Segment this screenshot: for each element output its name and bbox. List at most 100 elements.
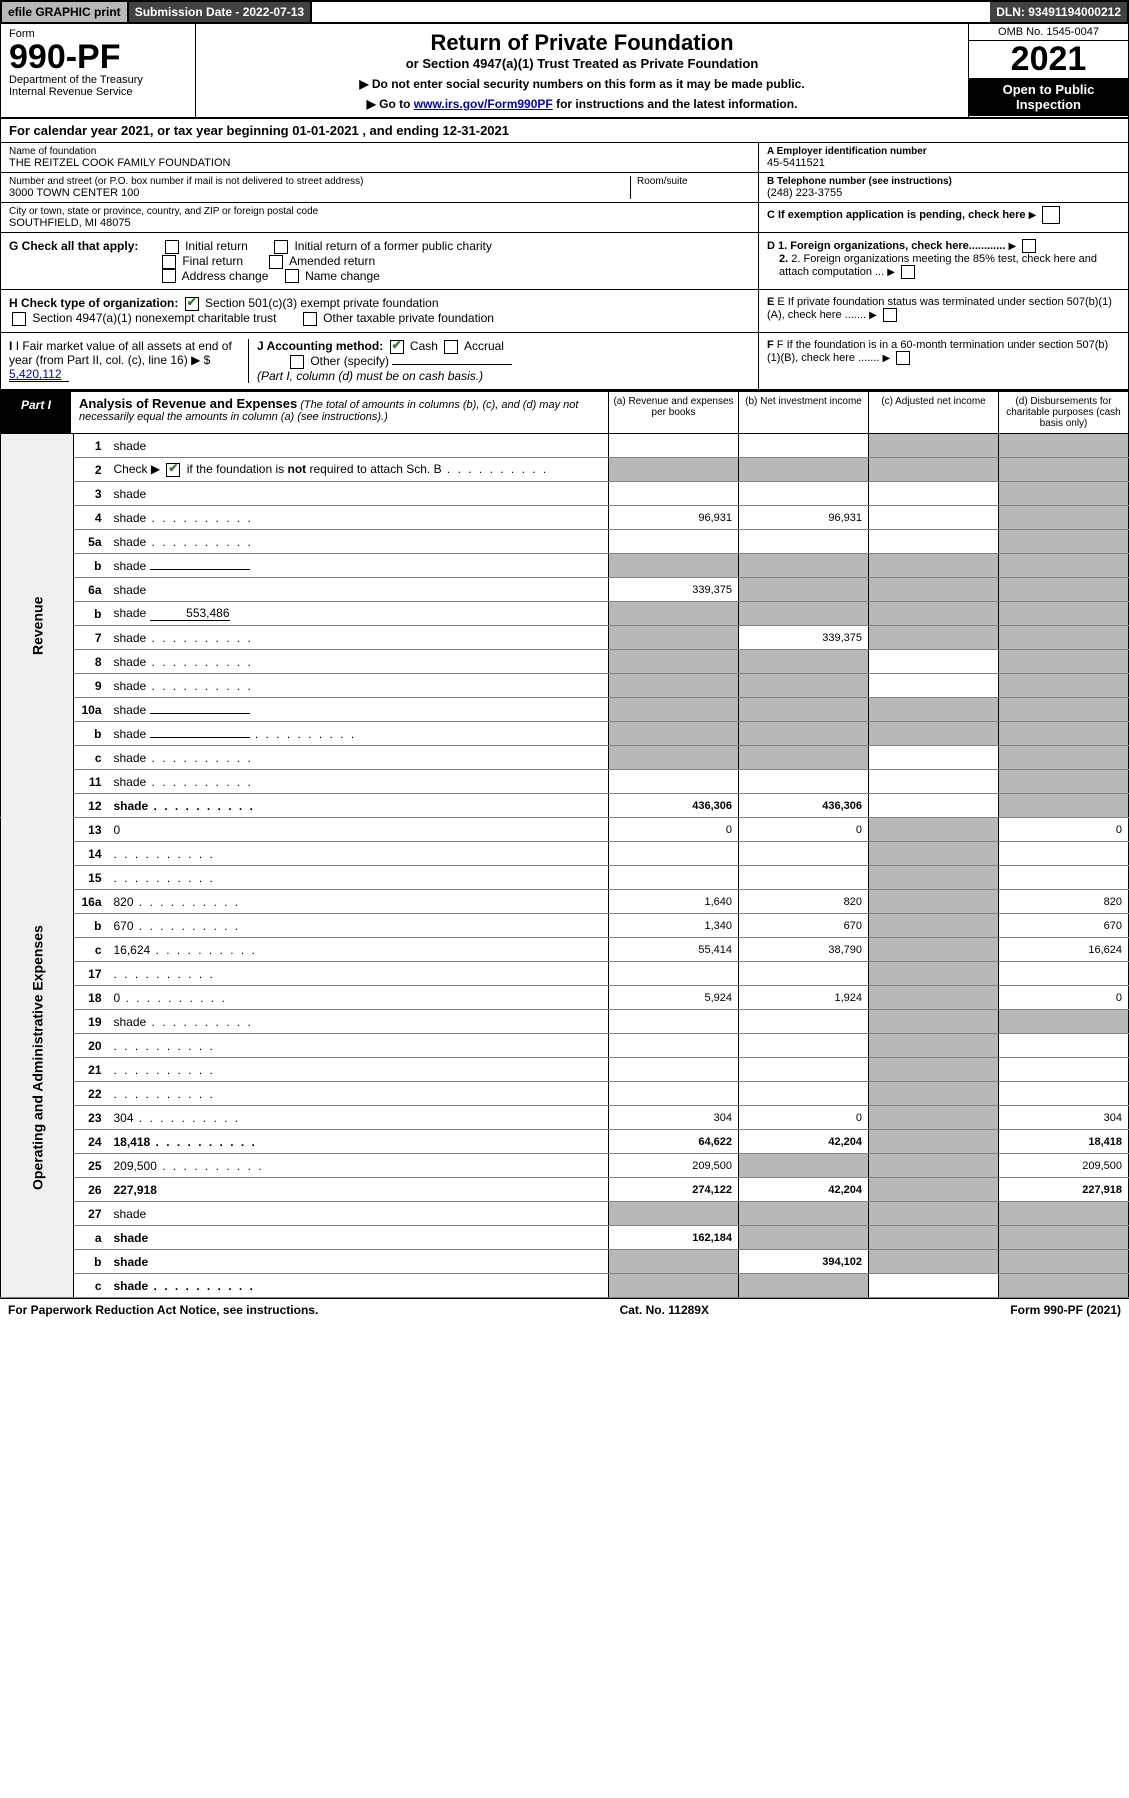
column-headers: (a) Revenue and expenses per books (b) N… bbox=[608, 392, 1128, 433]
amount-cell bbox=[999, 1034, 1129, 1058]
line-description: 16,624 bbox=[110, 938, 609, 962]
amount-cell: 274,122 bbox=[609, 1178, 739, 1202]
d2-checkbox[interactable] bbox=[901, 265, 915, 279]
e-label: E If private foundation status was termi… bbox=[767, 296, 1112, 321]
line-description: shade bbox=[110, 722, 609, 746]
section-g-d: G Check all that apply: Initial return I… bbox=[0, 233, 1129, 290]
amount-cell bbox=[609, 458, 739, 482]
amount-cell bbox=[869, 1178, 999, 1202]
amount-cell bbox=[739, 842, 869, 866]
amount-cell: 64,622 bbox=[609, 1130, 739, 1154]
arrow-icon bbox=[869, 309, 877, 321]
amount-cell bbox=[609, 650, 739, 674]
j-cash-checkbox[interactable] bbox=[390, 340, 404, 354]
amount-cell bbox=[609, 1202, 739, 1226]
f-checkbox[interactable] bbox=[896, 351, 910, 365]
line-description: 670 bbox=[110, 914, 609, 938]
table-row: 8shade bbox=[1, 650, 1129, 674]
amount-cell bbox=[739, 1034, 869, 1058]
footer-right: Form 990-PF (2021) bbox=[1010, 1303, 1121, 1317]
h-other-checkbox[interactable] bbox=[303, 312, 317, 326]
line-number: c bbox=[74, 938, 110, 962]
omb-number: OMB No. 1545-0047 bbox=[969, 24, 1128, 41]
fmv-value[interactable]: 5,420,112 bbox=[9, 367, 69, 382]
table-row: bshade bbox=[1, 554, 1129, 578]
ein-value: 45-5411521 bbox=[767, 157, 1120, 169]
d1-checkbox[interactable] bbox=[1022, 239, 1036, 253]
amount-cell bbox=[869, 554, 999, 578]
line-description: shade bbox=[110, 1202, 609, 1226]
page-footer: For Paperwork Reduction Act Notice, see … bbox=[0, 1298, 1129, 1321]
amount-cell bbox=[869, 890, 999, 914]
e-checkbox[interactable] bbox=[883, 308, 897, 322]
g-name-checkbox[interactable] bbox=[285, 269, 299, 283]
amount-cell bbox=[609, 530, 739, 554]
submission-date: Submission Date - 2022-07-13 bbox=[129, 2, 312, 22]
table-row: 12shade436,306436,306 bbox=[1, 794, 1129, 818]
amount-cell bbox=[609, 626, 739, 650]
foundation-name: THE REITZEL COOK FAMILY FOUNDATION bbox=[9, 157, 750, 169]
amount-cell bbox=[869, 578, 999, 602]
amount-cell bbox=[739, 650, 869, 674]
amount-cell: 1,924 bbox=[739, 986, 869, 1010]
irs-link[interactable]: www.irs.gov/Form990PF bbox=[414, 97, 553, 111]
city-label: City or town, state or province, country… bbox=[9, 206, 750, 217]
table-row: 6ashade339,375 bbox=[1, 578, 1129, 602]
table-row: 15 bbox=[1, 866, 1129, 890]
line-number: 13 bbox=[74, 818, 110, 842]
g-final-checkbox[interactable] bbox=[162, 255, 176, 269]
g-former-checkbox[interactable] bbox=[274, 240, 288, 254]
amount-cell bbox=[999, 530, 1129, 554]
g-initial-checkbox[interactable] bbox=[165, 240, 179, 254]
amount-cell bbox=[869, 698, 999, 722]
amount-cell bbox=[869, 938, 999, 962]
dept-label: Department of the Treasury bbox=[9, 74, 187, 86]
line-description bbox=[110, 866, 609, 890]
amount-cell bbox=[869, 986, 999, 1010]
amount-cell bbox=[609, 1274, 739, 1298]
j-accrual-checkbox[interactable] bbox=[444, 340, 458, 354]
efile-label[interactable]: efile GRAPHIC print bbox=[2, 2, 129, 22]
table-row: bshade 553,486 bbox=[1, 602, 1129, 626]
table-row: bshade bbox=[1, 722, 1129, 746]
foundation-info: Name of foundation THE REITZEL COOK FAMI… bbox=[0, 143, 1129, 233]
amount-cell bbox=[609, 770, 739, 794]
c-checkbox[interactable] bbox=[1042, 206, 1060, 224]
line-description bbox=[110, 1058, 609, 1082]
amount-cell: 5,924 bbox=[609, 986, 739, 1010]
j-other-checkbox[interactable] bbox=[290, 355, 304, 369]
table-row: 26227,918274,12242,204227,918 bbox=[1, 1178, 1129, 1202]
line-number: 27 bbox=[74, 1202, 110, 1226]
h-501c3-checkbox[interactable] bbox=[185, 297, 199, 311]
table-row: 3shade bbox=[1, 482, 1129, 506]
col-a-header: (a) Revenue and expenses per books bbox=[608, 392, 738, 433]
amount-cell bbox=[609, 842, 739, 866]
form-header: Form 990-PF Department of the Treasury I… bbox=[0, 24, 1129, 119]
amount-cell bbox=[739, 1202, 869, 1226]
open-public-badge: Open to Public Inspection bbox=[969, 78, 1128, 116]
line-description: shade bbox=[110, 1226, 609, 1250]
header-left: Form 990-PF Department of the Treasury I… bbox=[1, 24, 196, 117]
amount-cell bbox=[609, 602, 739, 626]
amount-cell bbox=[739, 1226, 869, 1250]
line-number: 3 bbox=[74, 482, 110, 506]
table-row: 20 bbox=[1, 1034, 1129, 1058]
line-number: 9 bbox=[74, 674, 110, 698]
amount-cell bbox=[869, 434, 999, 458]
amount-cell: 820 bbox=[999, 890, 1129, 914]
form-note2: ▶ Go to www.irs.gov/Form990PF for instru… bbox=[206, 97, 958, 111]
g-amended-checkbox[interactable] bbox=[269, 255, 283, 269]
line-description: shade bbox=[110, 626, 609, 650]
line-description: shade bbox=[110, 1250, 609, 1274]
part1-title-cell: Analysis of Revenue and Expenses (The to… bbox=[71, 392, 608, 433]
h-4947-checkbox[interactable] bbox=[12, 312, 26, 326]
address-label: Number and street (or P.O. box number if… bbox=[9, 176, 630, 187]
schb-checkbox[interactable] bbox=[166, 463, 180, 477]
amount-cell: 96,931 bbox=[609, 506, 739, 530]
amount-cell bbox=[869, 962, 999, 986]
line-description: shade bbox=[110, 1010, 609, 1034]
amount-cell bbox=[869, 1130, 999, 1154]
table-row: 16a8201,640820820 bbox=[1, 890, 1129, 914]
line-description: shade bbox=[110, 746, 609, 770]
g-address-checkbox[interactable] bbox=[162, 269, 176, 283]
